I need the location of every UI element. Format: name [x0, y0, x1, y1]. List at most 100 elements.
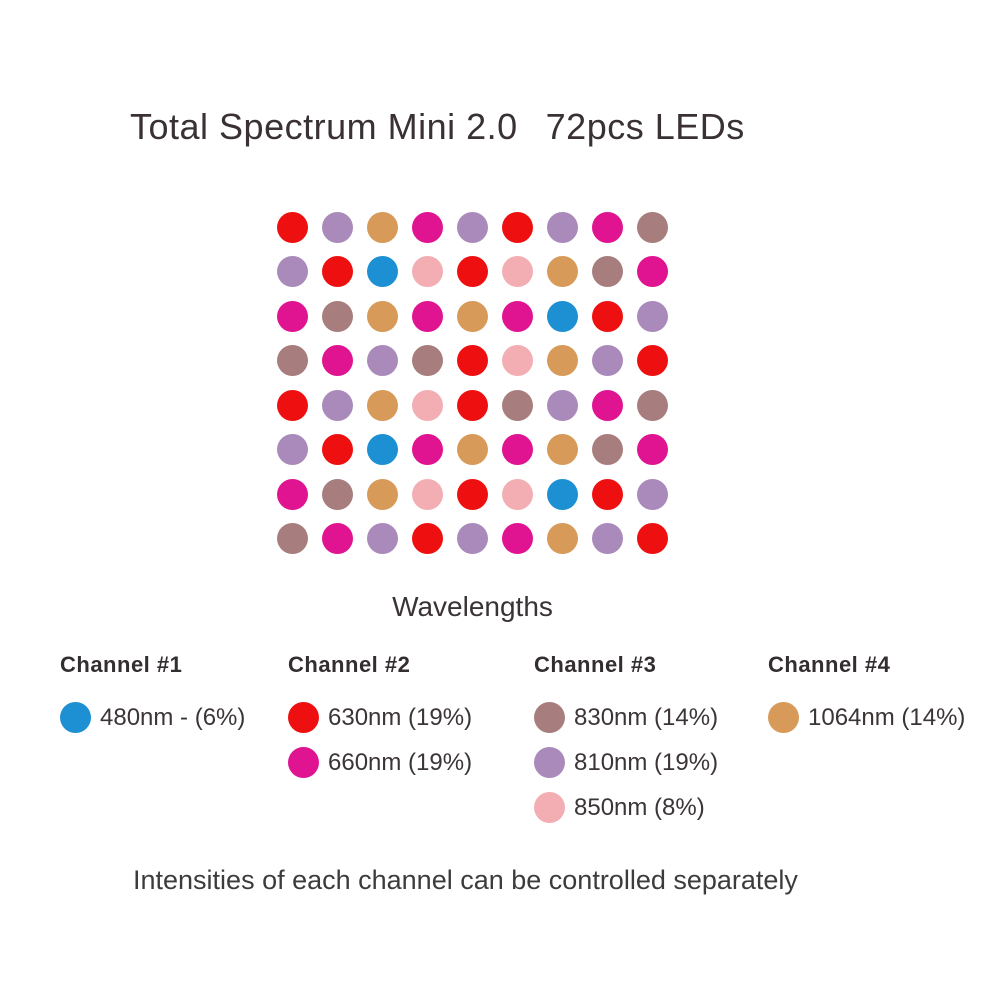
led-dot-810nm [277, 434, 308, 466]
led-dot-810nm [637, 300, 668, 332]
legend-channel-1: Channel #1 480nm - (6%) [60, 652, 245, 740]
led-dot-480nm [547, 478, 578, 510]
legend-channel-header: Channel #2 [288, 652, 411, 677]
legend-channel-3: Channel #3 830nm (14%) 810nm (19%) 850nm (8… [534, 652, 718, 830]
led-dot-850nm [502, 256, 533, 288]
led-cell [585, 472, 630, 517]
led-cell [495, 205, 540, 250]
legend-channel-4: Channel #4 1064nm (14%) [768, 652, 965, 740]
led-cell [360, 517, 405, 562]
led-dot-810nm [592, 523, 623, 555]
led-dot-830nm [592, 256, 623, 288]
legend-label: 660nm (19%) [328, 748, 473, 776]
page-title: Total Spectrum Mini 2.0 72pcs LEDs [130, 106, 745, 148]
led-dot-660nm [592, 389, 623, 421]
title-product-name: Total Spectrum Mini 2.0 [130, 106, 518, 147]
led-cell [540, 472, 585, 517]
led-dot-660nm [637, 256, 668, 288]
led-cell [360, 294, 405, 339]
title-led-count: 72pcs LEDs [545, 106, 745, 147]
led-dot-810nm [322, 389, 353, 421]
wavelengths-label: Wavelengths [392, 591, 553, 622]
footer-note: Intensities of each channel can be contr… [133, 865, 798, 895]
led-dot-630nm [502, 211, 533, 243]
led-dot-630nm [277, 211, 308, 243]
led-cell [630, 517, 675, 562]
led-cell [315, 250, 360, 295]
led-cell [405, 339, 450, 384]
led-dot-630nm [457, 478, 488, 510]
led-dot-660nm [277, 300, 308, 332]
led-cell [405, 472, 450, 517]
led-dot-810nm [322, 211, 353, 243]
led-dot-830nm [322, 300, 353, 332]
led-dot-660nm [277, 478, 308, 510]
led-cell [495, 250, 540, 295]
led-dot-830nm [322, 478, 353, 510]
led-dot-1064nm [457, 300, 488, 332]
led-cell [585, 339, 630, 384]
legend-swatch-480nm [60, 702, 91, 733]
led-dot-830nm [637, 211, 668, 243]
led-dot-1064nm [457, 434, 488, 466]
led-cell [315, 428, 360, 473]
led-dot-1064nm [367, 389, 398, 421]
led-dot-630nm [637, 523, 668, 555]
led-cell [270, 339, 315, 384]
led-dot-660nm [322, 523, 353, 555]
led-dot-830nm [277, 523, 308, 555]
led-dot-810nm [457, 523, 488, 555]
led-cell [315, 205, 360, 250]
led-dot-480nm [367, 434, 398, 466]
legend-item-810nm: 810nm (19%) [534, 740, 718, 785]
led-cell [495, 339, 540, 384]
led-cell [270, 383, 315, 428]
led-cell [630, 294, 675, 339]
led-cell [405, 294, 450, 339]
led-cell [270, 205, 315, 250]
legend-item-1064nm: 1064nm (14%) [768, 695, 965, 740]
led-cell [450, 339, 495, 384]
led-cell [540, 250, 585, 295]
legend-channel-header: Channel #3 [534, 652, 657, 677]
led-dot-630nm [457, 389, 488, 421]
legend-label: 630nm (19%) [328, 703, 473, 731]
led-cell [495, 383, 540, 428]
led-dot-480nm [547, 300, 578, 332]
led-dot-830nm [277, 345, 308, 377]
led-dot-630nm [457, 345, 488, 377]
led-cell [315, 517, 360, 562]
led-cell [270, 517, 315, 562]
led-dot-1064nm [367, 300, 398, 332]
legend-swatch-810nm [534, 747, 565, 778]
led-dot-660nm [637, 434, 668, 466]
led-dot-630nm [637, 345, 668, 377]
led-dot-660nm [412, 434, 443, 466]
led-dot-850nm [412, 478, 443, 510]
led-dot-810nm [547, 211, 578, 243]
led-dot-1064nm [547, 523, 578, 555]
led-cell [495, 294, 540, 339]
led-cell [630, 205, 675, 250]
legend-label: 850nm (8%) [574, 793, 705, 821]
led-cell [315, 383, 360, 428]
legend-item-480nm: 480nm - (6%) [60, 695, 245, 740]
led-dot-660nm [412, 300, 443, 332]
led-cell [360, 428, 405, 473]
led-dot-850nm [412, 389, 443, 421]
led-dot-660nm [502, 523, 533, 555]
legend-channel-2: Channel #2 630nm (19%) 660nm (19%) [288, 652, 472, 785]
led-cell [630, 250, 675, 295]
led-cell [405, 517, 450, 562]
led-cell [540, 383, 585, 428]
led-cell [450, 428, 495, 473]
led-cell [405, 205, 450, 250]
led-dot-1064nm [547, 434, 578, 466]
led-dot-630nm [322, 256, 353, 288]
led-cell [630, 339, 675, 384]
legend-swatch-1064nm [768, 702, 799, 733]
led-cell [495, 428, 540, 473]
led-grid [270, 205, 675, 561]
led-dot-810nm [277, 256, 308, 288]
